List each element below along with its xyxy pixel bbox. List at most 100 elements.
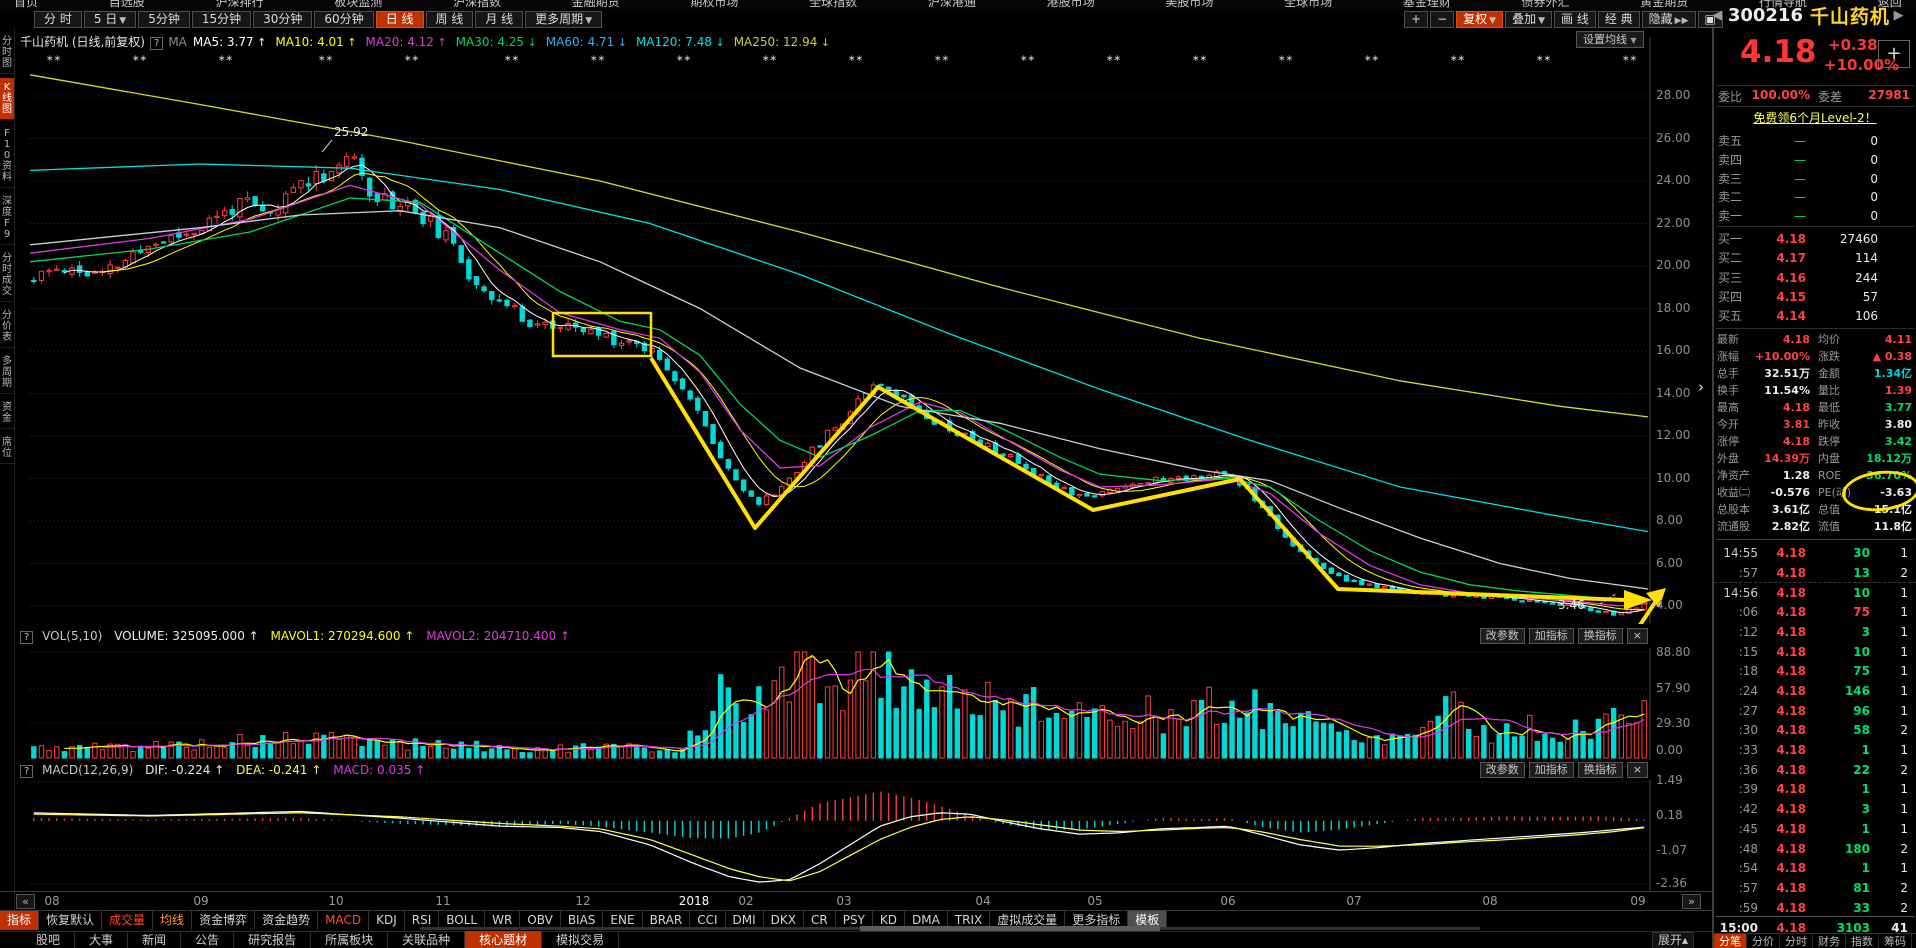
tool-button[interactable]: 叠加 ▼ [1505, 11, 1552, 28]
top-menu-item[interactable]: 债券外汇 [1521, 0, 1570, 9]
indicator-tab[interactable]: KD [873, 911, 905, 930]
indicator-tab[interactable]: 资金趋势 [255, 911, 319, 930]
bottom-menu-item[interactable]: 所属板块 [311, 931, 389, 948]
indicator-tab[interactable]: BIAS [561, 911, 604, 930]
top-menu-item[interactable]: 首页 [14, 0, 39, 9]
top-menu-item[interactable]: 沪深指数 [452, 0, 501, 9]
top-menu-item[interactable]: 美股市场 [1165, 0, 1214, 9]
close-panel-button[interactable]: × [1626, 628, 1648, 644]
top-menu-item[interactable]: 全球指数 [809, 0, 858, 9]
indicator-tab[interactable]: DKX [764, 911, 804, 930]
indicator-tab[interactable]: 模板 [1128, 911, 1168, 930]
bottom-menu-item[interactable]: 模拟交易 [542, 931, 620, 948]
indicator-tab[interactable]: BRAR [643, 911, 691, 930]
bottom-menu-item[interactable]: 核心题材 [465, 931, 543, 948]
panel-button[interactable]: 换指标 [1577, 628, 1623, 644]
indicator-tab[interactable]: OBV [520, 911, 561, 930]
tool-button[interactable]: 画 线 [1554, 11, 1596, 28]
period-button[interactable]: 5分钟 [138, 11, 190, 28]
indicator-tab[interactable]: 恢复默认 [39, 911, 103, 930]
bid-row[interactable]: 买一 4.18 27460 [1718, 232, 1878, 246]
ask-row[interactable]: 卖五 —0 [1718, 134, 1878, 148]
ma-settings-dropdown[interactable]: 设置均线 ▼ [1576, 31, 1644, 48]
indicator-tab[interactable]: 指标 [0, 911, 40, 930]
tab-scrollbar-thumb[interactable] [860, 926, 1160, 931]
ask-row[interactable]: 卖四 —0 [1718, 152, 1878, 167]
bottom-menu-item[interactable]: 股吧 [22, 931, 76, 948]
tool-button[interactable]: ▣ [1697, 11, 1723, 28]
quote-tab[interactable]: 分笔 [1714, 934, 1747, 948]
tool-button[interactable]: + [1404, 11, 1429, 28]
tool-button[interactable]: 隐藏 ▶▶ [1641, 11, 1696, 28]
bid-row[interactable]: 买二 4.17 114 [1718, 251, 1878, 266]
ask-row[interactable]: 卖三 —0 [1718, 171, 1878, 186]
quote-tab[interactable]: 财务 [1813, 934, 1846, 948]
bottom-menu-item[interactable]: 研究报告 [234, 931, 312, 948]
period-button[interactable]: 5 日 ▼ [83, 11, 137, 28]
next-symbol-arrow-icon[interactable]: ▶ [1893, 8, 1904, 23]
sidebar-item[interactable]: 分价表 [0, 306, 14, 348]
quote-tab[interactable]: 指数 [1846, 934, 1879, 948]
sidebar-item[interactable]: 席位 [0, 433, 14, 464]
period-button[interactable]: 日 线 [375, 11, 424, 28]
indicator-tab[interactable]: 资金博弈 [192, 911, 256, 930]
indicator-tab[interactable]: CR [804, 911, 836, 930]
top-menu-item[interactable]: 板块监测 [334, 0, 383, 9]
indicator-tab[interactable]: WR [485, 911, 521, 930]
top-menu-item[interactable]: 自选股 [108, 0, 145, 9]
sidebar-item[interactable]: 资金 [0, 398, 14, 429]
top-menu-item[interactable]: 港股市场 [1046, 0, 1095, 9]
expand-button[interactable]: 展开▴ [1652, 932, 1695, 948]
sidebar-item[interactable]: 分时图 [0, 32, 14, 74]
indicator-tab[interactable]: RSI [405, 911, 440, 930]
close-panel-button[interactable]: × [1626, 762, 1648, 778]
period-button[interactable]: 月 线 [475, 11, 524, 28]
period-button[interactable]: 30分钟 [253, 11, 313, 28]
period-button[interactable]: 更多周期 ▼ [525, 11, 603, 28]
indicator-tab[interactable]: 虚拟成交量 [990, 911, 1066, 930]
indicator-tab[interactable]: DMI [726, 911, 764, 930]
panel-button[interactable]: 加指标 [1528, 762, 1574, 778]
sidebar-item[interactable]: 多周期 [0, 352, 14, 394]
bid-row[interactable]: 买三 4.16 244 [1718, 270, 1878, 285]
panel-button[interactable]: 换指标 [1577, 762, 1623, 778]
top-menu-item[interactable]: 全球市场 [1284, 0, 1333, 9]
ask-row[interactable]: 卖一 —0 [1718, 209, 1878, 224]
scroll-left-button[interactable]: « [16, 894, 35, 909]
tool-button[interactable]: 经 典 [1597, 11, 1640, 28]
panel-collapse-arrow-icon[interactable]: › [1698, 378, 1704, 396]
panel-button[interactable]: 改参数 [1479, 762, 1525, 778]
top-menu-item[interactable]: 基金理财 [1402, 0, 1451, 9]
indicator-tab[interactable]: 更多指标 [1065, 911, 1129, 930]
indicator-tab[interactable]: TRIX [948, 911, 991, 930]
top-menu-item[interactable]: 沪深港通 [927, 0, 976, 9]
indicator-tab[interactable]: BOLL [439, 911, 486, 930]
add-to-watchlist-button[interactable]: + [1878, 40, 1910, 68]
top-menu-item[interactable]: 行情导航 [1759, 0, 1808, 9]
bottom-menu-item[interactable]: 新闻 [128, 931, 182, 948]
indicator-tab[interactable]: 均线 [153, 911, 193, 930]
top-menu-item[interactable]: 沪深排行 [215, 0, 264, 9]
top-menu-item[interactable]: 黄金期货 [1640, 0, 1689, 9]
indicator-tab[interactable]: DMA [905, 911, 948, 930]
top-menu-item[interactable]: 返回 [1877, 0, 1902, 9]
period-button[interactable]: 60分钟 [314, 11, 374, 28]
top-menu-item[interactable]: 期权市场 [690, 0, 739, 9]
indicator-tab[interactable]: ENE [603, 911, 643, 930]
scroll-right-button[interactable]: » [1682, 894, 1701, 909]
top-menu-item[interactable]: 金融期货 [571, 0, 620, 9]
help-icon[interactable]: ? [20, 631, 34, 644]
bottom-menu-item[interactable]: 公告 [181, 931, 235, 948]
indicator-tab[interactable]: MACD [318, 911, 370, 930]
quote-tab[interactable]: 分价 [1747, 934, 1780, 948]
indicator-tab[interactable]: 成交量 [102, 911, 154, 930]
panel-button[interactable]: 改参数 [1479, 628, 1525, 644]
period-button[interactable]: 15分钟 [191, 11, 252, 28]
bid-row[interactable]: 买四 4.15 57 [1718, 289, 1878, 304]
tool-button[interactable]: − [1430, 11, 1455, 28]
indicator-tab[interactable]: CCI [690, 911, 726, 930]
help-icon[interactable]: ? [20, 765, 34, 778]
level2-ad[interactable]: 免费领6个月Level-2！ [1753, 111, 1877, 125]
